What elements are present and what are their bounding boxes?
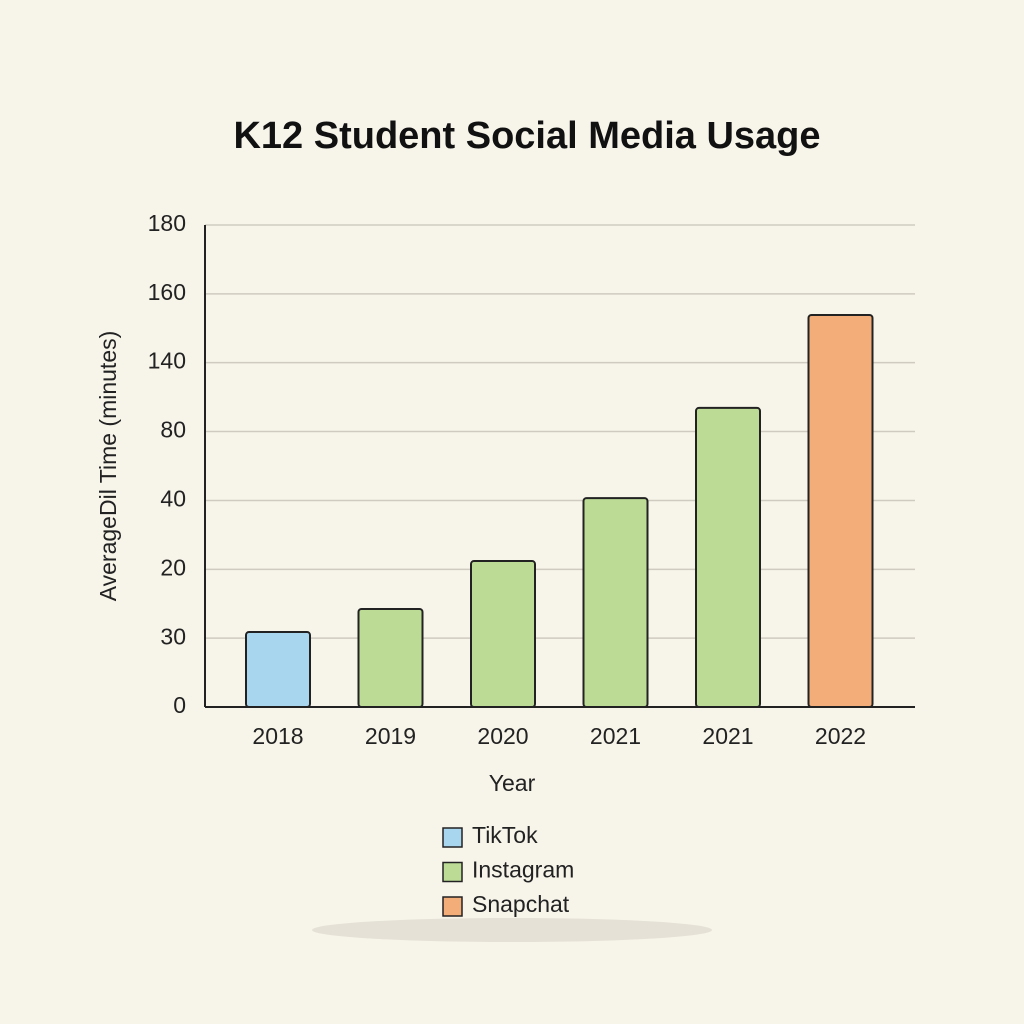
chart-title: K12 Student Social Media Usage xyxy=(233,115,820,157)
legend-label: TikTok xyxy=(472,822,538,848)
bar xyxy=(470,560,536,708)
x-tick-label: 2019 xyxy=(365,723,416,749)
y-tick-label: 40 xyxy=(160,486,186,512)
bar xyxy=(695,406,761,708)
y-tick-label: 0 xyxy=(173,692,186,718)
y-tick-label: 20 xyxy=(160,554,186,580)
x-tick-label: 2021 xyxy=(702,723,753,749)
bars xyxy=(245,313,874,709)
x-axis-label: Year xyxy=(489,770,536,796)
x-tick-label: 2022 xyxy=(815,723,866,749)
legend-swatch xyxy=(442,861,463,883)
bar xyxy=(807,313,874,708)
x-tick-label: 2018 xyxy=(252,723,303,749)
y-tick-label: 80 xyxy=(160,417,186,443)
shadow xyxy=(312,918,712,942)
legend-label: Instagram xyxy=(472,857,574,883)
legend: TikTok Instagram Snapchat xyxy=(442,822,574,917)
x-tick-label: 2020 xyxy=(477,723,528,749)
bar xyxy=(582,497,649,708)
legend-swatch xyxy=(442,896,463,917)
legend-swatch xyxy=(442,827,463,848)
x-tick-label: 2021 xyxy=(590,723,641,749)
y-tick-label: 140 xyxy=(148,348,186,374)
bar xyxy=(357,607,424,709)
y-tick-label: 30 xyxy=(160,623,186,649)
legend-label: Snapchat xyxy=(472,891,570,917)
bar xyxy=(245,631,311,708)
y-axis-label: AverageDil Time (minutes) xyxy=(95,331,121,602)
y-tick-label: 160 xyxy=(148,279,186,305)
y-tick-label: 180 xyxy=(148,210,186,236)
